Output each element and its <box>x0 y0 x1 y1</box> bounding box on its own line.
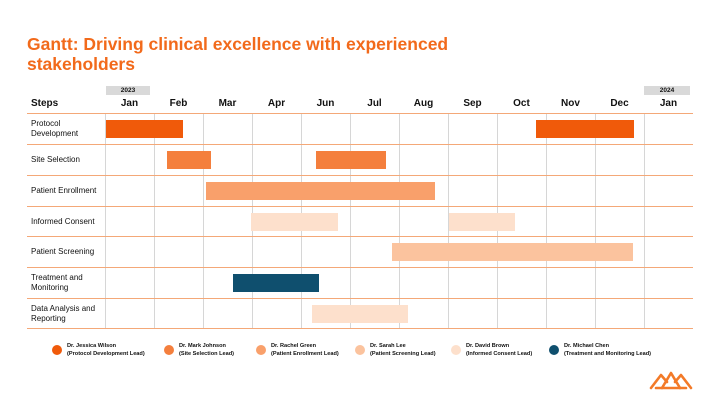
grid-vline <box>203 114 204 329</box>
step-label-informed-consent: Informed Consent <box>31 217 95 226</box>
legend-role: (Treatment and Monitoring Lead) <box>564 350 652 357</box>
gantt-bar <box>536 120 635 138</box>
gantt-bar <box>167 151 212 169</box>
month-label: Sep <box>463 98 482 109</box>
gantt-bar <box>448 213 516 231</box>
grid-vline <box>350 114 351 329</box>
legend-item-david-brown: Dr. David Brown (Informed Consent Lead) <box>451 343 532 358</box>
row-divider <box>27 206 693 207</box>
gantt-bar <box>233 274 320 292</box>
legend-item-michael-chen: Dr. Michael Chen (Treatment and Monitori… <box>549 343 651 358</box>
month-label: Jun <box>316 98 335 109</box>
step-label-data-analysis: Data Analysis and Reporting <box>31 304 96 323</box>
legend-name: Dr. Mark Johnson <box>179 343 226 349</box>
grid-vline <box>105 114 106 329</box>
gantt-bar <box>251 213 338 231</box>
legend-name: Dr. Rachel Green <box>271 343 317 349</box>
step-label-site-selection: Site Selection <box>31 155 80 164</box>
row-divider <box>27 144 693 145</box>
legend-item-rachel-green: Dr. Rachel Green (Patient Enrollment Lea… <box>256 343 339 358</box>
grid-vline <box>399 114 400 329</box>
step-label-protocol-development: Protocol Development <box>31 119 79 138</box>
legend-color-dot <box>451 345 461 355</box>
gantt-bar <box>205 182 436 200</box>
gantt-bar <box>315 151 386 169</box>
legend-role: (Patient Screening Lead) <box>370 350 436 357</box>
grid-vline <box>154 114 155 329</box>
gantt-bar <box>312 305 408 323</box>
step-label-patient-enrollment: Patient Enrollment <box>31 186 97 195</box>
legend-item-mark-johnson: Dr. Mark Johnson (Site Selection Lead) <box>164 343 234 358</box>
legend-role: (Patient Enrollment Lead) <box>271 350 339 357</box>
month-label: Mar <box>218 98 237 109</box>
legend-item-sarah-lee: Dr. Sarah Lee (Patient Screening Lead) <box>355 343 436 358</box>
gantt-bar <box>106 120 184 138</box>
month-label: Jan <box>659 98 678 109</box>
step-label-treatment-monitoring: Treatment and Monitoring <box>31 273 83 292</box>
page-title: Gantt: Driving clinical excellence with … <box>27 34 449 74</box>
legend-item-jessica-wilson: Dr. Jessica Wilson (Protocol Development… <box>52 343 145 358</box>
month-label: Nov <box>561 98 580 109</box>
row-divider <box>27 267 693 268</box>
month-label: Dec <box>610 98 629 109</box>
header-divider <box>27 113 693 114</box>
row-divider <box>27 175 693 176</box>
legend-color-dot <box>52 345 62 355</box>
legend-name: Dr. Michael Chen <box>564 343 610 349</box>
month-label: Jan <box>120 98 139 109</box>
grid-vline <box>644 114 645 329</box>
grid-vline <box>595 114 596 329</box>
month-label: Oct <box>513 98 530 109</box>
legend-name: Dr. David Brown <box>466 343 510 349</box>
year-start-badge: 2023 <box>106 86 150 95</box>
month-label: Jul <box>367 98 382 109</box>
month-label: Apr <box>267 98 286 109</box>
month-label: Feb <box>169 98 188 109</box>
month-label: Aug <box>413 98 434 109</box>
row-divider <box>27 298 693 299</box>
legend-color-dot <box>164 345 174 355</box>
step-label-patient-screening: Patient Screening <box>31 247 95 256</box>
brand-logo-icon <box>649 371 693 390</box>
row-divider <box>27 328 693 329</box>
gantt-bar <box>392 243 633 261</box>
legend-role: (Informed Consent Lead) <box>466 350 533 357</box>
legend-name: Dr. Sarah Lee <box>370 343 406 349</box>
grid-vline <box>448 114 449 329</box>
legend-color-dot <box>549 345 559 355</box>
grid-vline <box>546 114 547 329</box>
legend-color-dot <box>256 345 266 355</box>
legend-role: (Site Selection Lead) <box>179 350 235 357</box>
year-end-badge: 2024 <box>644 86 690 95</box>
legend-role: (Protocol Development Lead) <box>67 350 145 357</box>
legend-color-dot <box>355 345 365 355</box>
legend-name: Dr. Jessica Wilson <box>67 343 117 349</box>
row-divider <box>27 236 693 237</box>
steps-column-header: Steps <box>31 98 59 109</box>
